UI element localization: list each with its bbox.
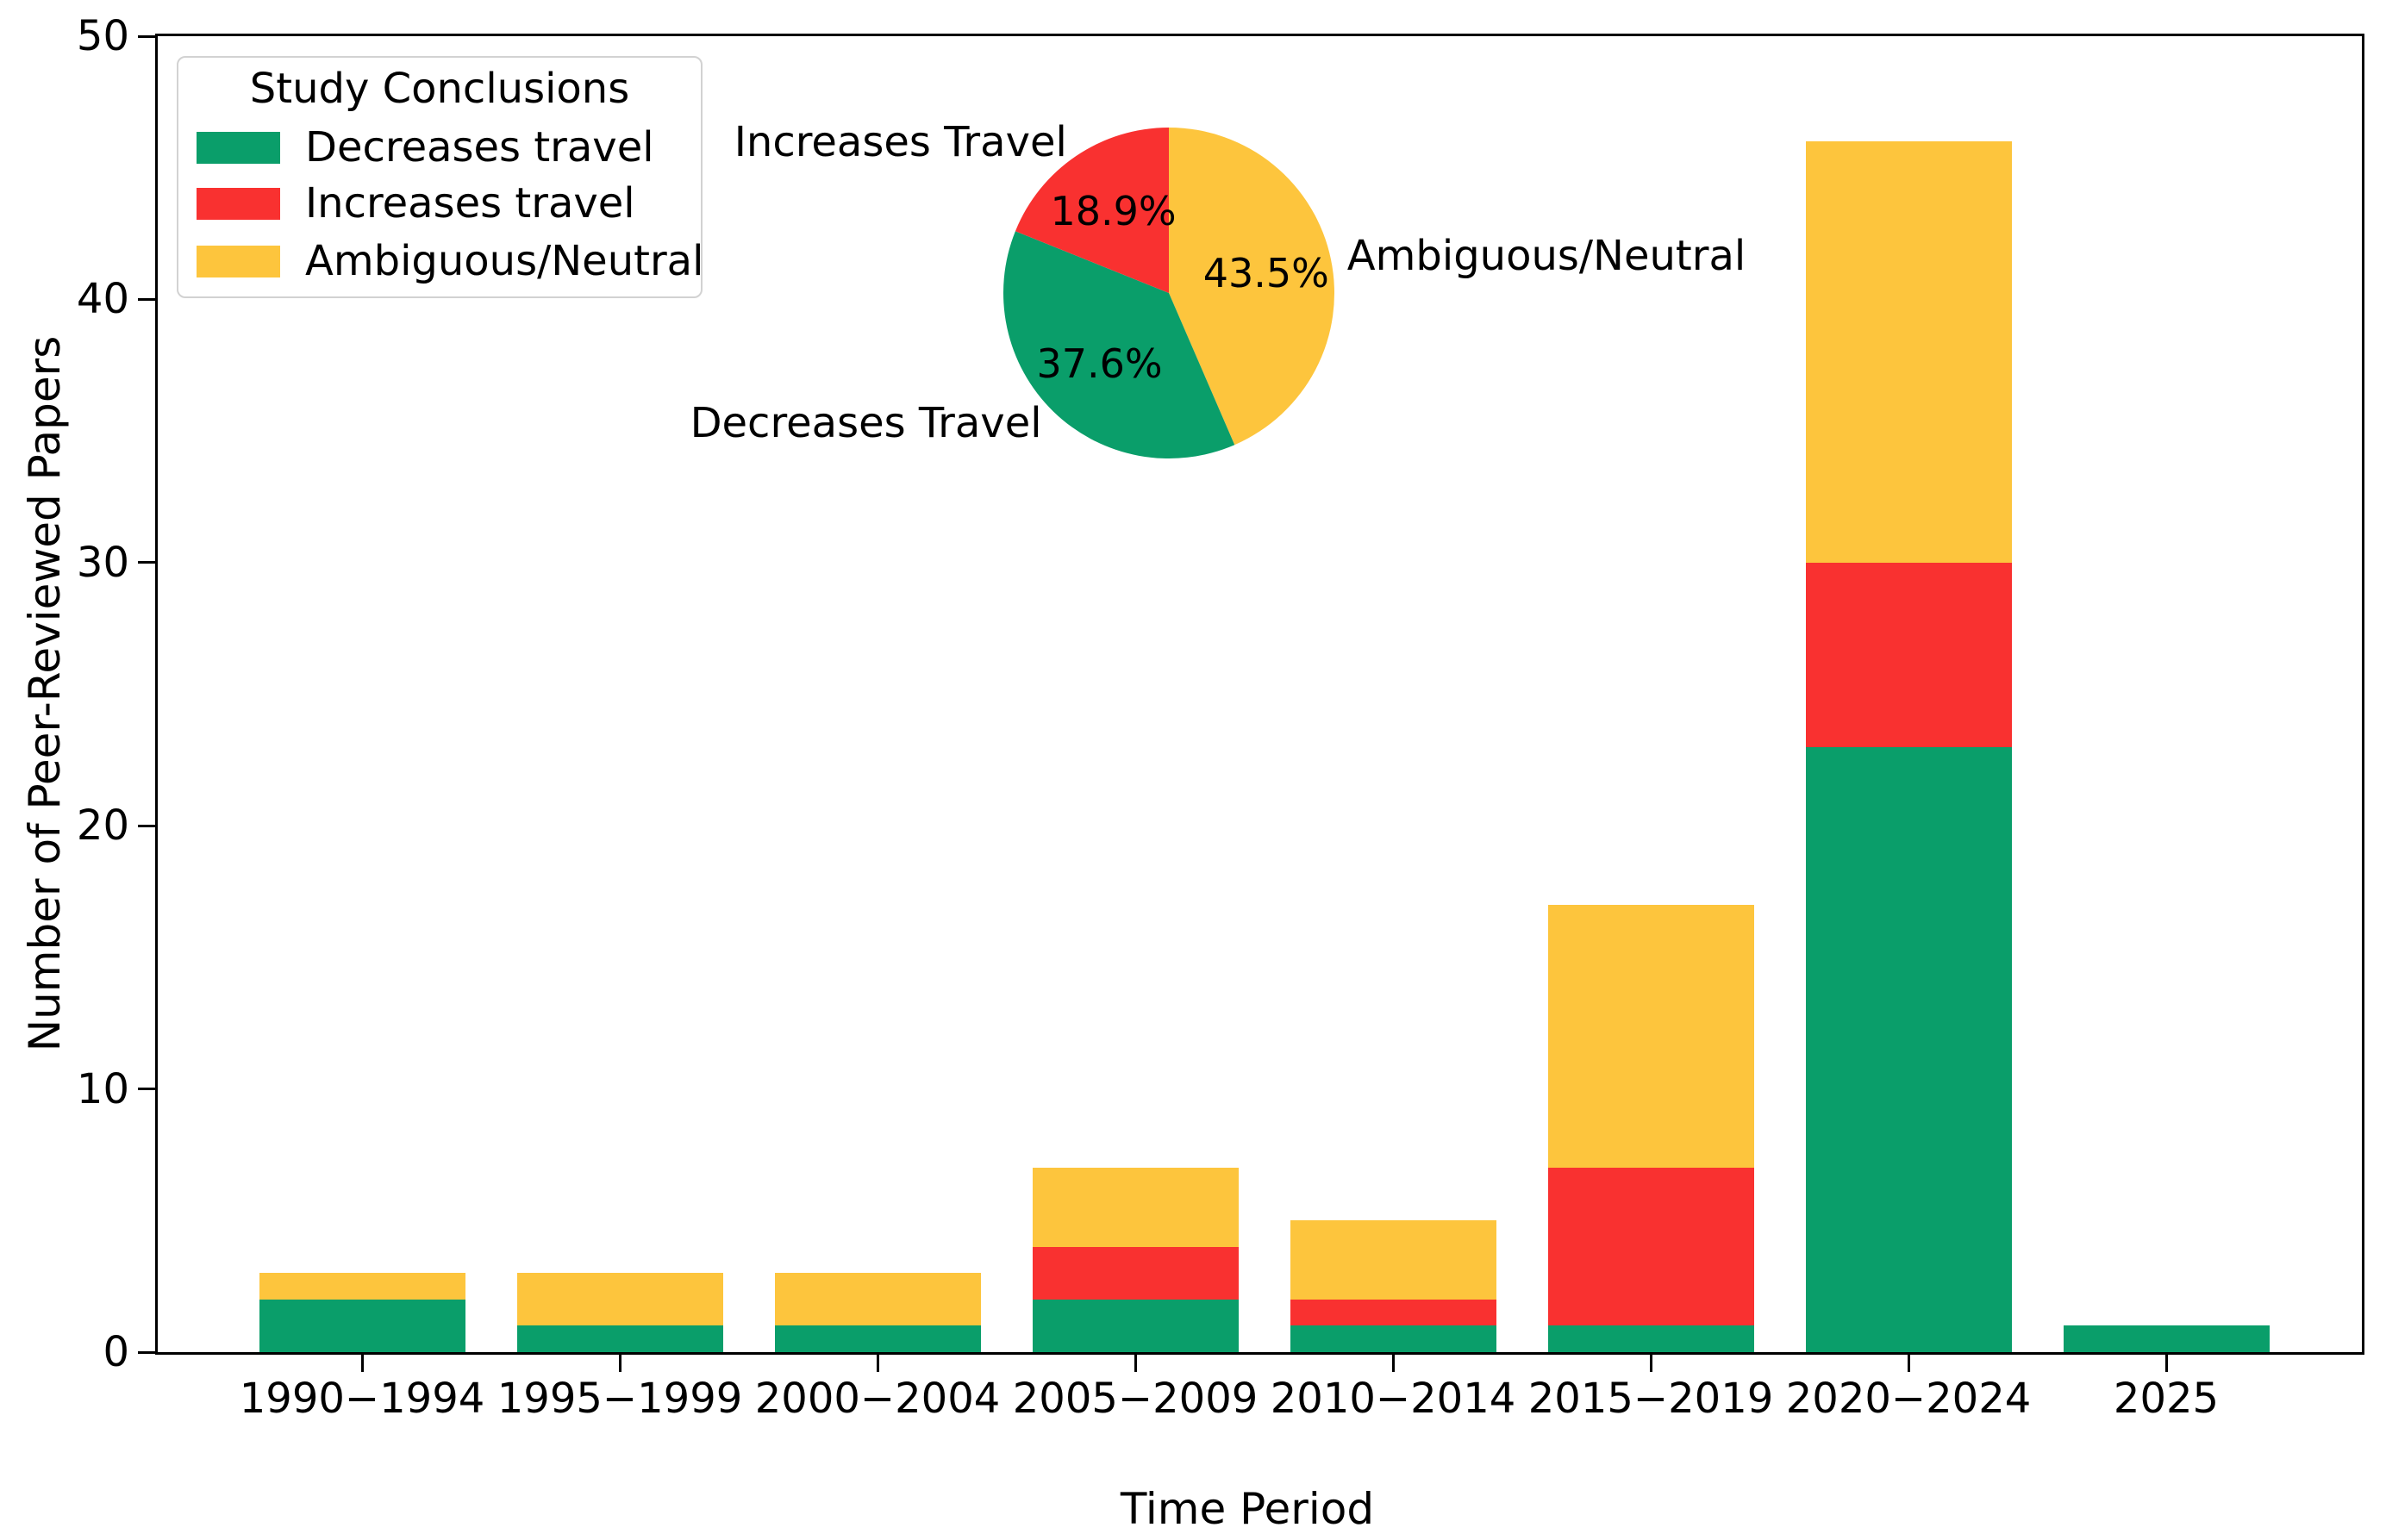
legend-item-label: Decreases travel bbox=[305, 123, 654, 171]
bar-segment bbox=[1805, 746, 2012, 1352]
bar-segment bbox=[1290, 1299, 1496, 1326]
pie-percent-label: 43.5% bbox=[1202, 249, 1329, 296]
x-axis-label: Time Period bbox=[1120, 1484, 1375, 1534]
pie-slice-decreases bbox=[1003, 231, 1235, 458]
legend-item-label: Increases travel bbox=[305, 179, 635, 228]
y-tick-label: 30 bbox=[76, 538, 129, 587]
y-axis-label: Number of Peer-Reviewed Papers bbox=[20, 335, 70, 1052]
x-tick-mark bbox=[360, 1355, 364, 1372]
y-tick-label: 10 bbox=[76, 1064, 129, 1113]
x-tick-label: 2015−2019 bbox=[1527, 1375, 1774, 1423]
x-tick-label: 2020−2024 bbox=[1785, 1375, 2032, 1423]
x-tick-label: 2025 bbox=[2113, 1375, 2220, 1423]
bar-segment bbox=[1547, 1168, 1754, 1326]
y-tick-mark bbox=[138, 1088, 155, 1091]
bar-segment bbox=[1547, 1325, 1754, 1352]
bar-segment bbox=[774, 1273, 981, 1326]
bar-segment bbox=[2063, 1325, 2270, 1352]
x-tick-mark bbox=[1134, 1355, 1137, 1372]
pie-slice-label: Ambiguous/Neutral bbox=[1346, 232, 1746, 281]
y-tick-mark bbox=[138, 297, 155, 301]
legend-swatch-increases bbox=[197, 187, 280, 220]
x-tick-mark bbox=[1649, 1355, 1652, 1372]
bar-segment bbox=[1032, 1168, 1239, 1247]
y-tick-label: 20 bbox=[76, 801, 129, 851]
x-tick-mark bbox=[1907, 1355, 1910, 1372]
y-tick-label: 40 bbox=[76, 275, 129, 324]
bar-segment bbox=[1032, 1246, 1239, 1300]
legend-swatch-decreases bbox=[197, 131, 280, 164]
pie-percent-label: 18.9% bbox=[1050, 187, 1177, 234]
legend-item: Ambiguous/Neutral bbox=[197, 237, 703, 285]
pie-slice-increases bbox=[1015, 128, 1169, 293]
bar-segment bbox=[259, 1273, 465, 1300]
pie-slice-label: Decreases Travel bbox=[690, 399, 1042, 448]
bar-segment bbox=[1805, 141, 2012, 563]
pie-chart bbox=[1003, 128, 1334, 458]
y-tick-label: 50 bbox=[76, 12, 129, 60]
y-tick-mark bbox=[138, 34, 155, 38]
x-tick-label: 1990−1994 bbox=[239, 1375, 485, 1423]
legend-item: Decreases travel bbox=[197, 123, 654, 171]
y-tick-mark bbox=[138, 1350, 155, 1354]
legend-item-label: Ambiguous/Neutral bbox=[305, 237, 704, 285]
legend-swatch-ambiguous bbox=[197, 245, 280, 277]
x-tick-mark bbox=[618, 1355, 621, 1372]
legend-box: Study Conclusions Decreases travel Increa… bbox=[177, 56, 703, 298]
bar-segment bbox=[1290, 1325, 1496, 1352]
x-tick-label: 2010−2014 bbox=[1270, 1375, 1516, 1423]
bar-segment bbox=[1290, 1220, 1496, 1300]
bar-segment bbox=[1547, 904, 1754, 1169]
y-tick-label: 0 bbox=[103, 1328, 129, 1376]
pie-slice-ambiguous bbox=[1169, 128, 1334, 446]
legend-title: Study Conclusions bbox=[249, 65, 630, 113]
bar-segment bbox=[516, 1325, 723, 1352]
bar-segment bbox=[259, 1299, 465, 1352]
pie-slice-label: Increases Travel bbox=[734, 117, 1067, 166]
x-tick-label: 2005−2009 bbox=[1012, 1375, 1259, 1423]
x-tick-mark bbox=[2164, 1355, 2168, 1372]
pie-percent-label: 37.6% bbox=[1036, 340, 1163, 388]
x-tick-mark bbox=[1391, 1355, 1395, 1372]
bar-segment bbox=[516, 1273, 723, 1326]
x-tick-mark bbox=[876, 1355, 879, 1372]
y-tick-mark bbox=[138, 561, 155, 564]
legend-item: Increases travel bbox=[197, 179, 635, 228]
bar-segment bbox=[1805, 562, 2012, 747]
x-tick-label: 2000−2004 bbox=[754, 1375, 1001, 1423]
x-tick-label: 1995−1999 bbox=[497, 1375, 743, 1423]
bar-segment bbox=[774, 1325, 981, 1352]
bar-segment bbox=[1032, 1299, 1239, 1352]
y-tick-mark bbox=[138, 824, 155, 827]
